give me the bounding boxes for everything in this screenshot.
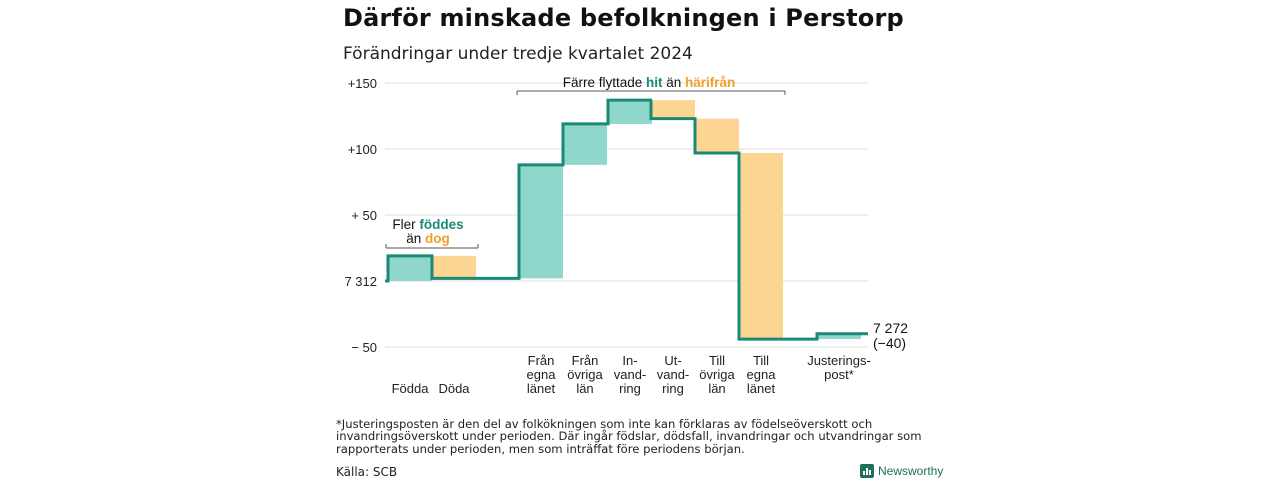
category-label: övriga xyxy=(699,367,735,382)
category-label: Födda xyxy=(392,381,430,396)
bar-9 xyxy=(817,333,861,340)
category-label: övriga xyxy=(567,367,603,382)
category-label: Från xyxy=(572,353,599,368)
chart-title: Därför minskade befolkningen i Perstorp xyxy=(343,4,904,32)
cumulative-step-line xyxy=(385,98,868,341)
y-tick-label: − 50 xyxy=(351,340,377,355)
bar-1 xyxy=(388,255,432,281)
end-value-label: (−40) xyxy=(873,335,906,351)
y-tick-label: + 50 xyxy=(351,208,377,223)
category-label: Till xyxy=(709,353,725,368)
category-label: ring xyxy=(662,381,684,396)
y-tick-label: +100 xyxy=(348,142,377,157)
category-label: län xyxy=(708,381,725,396)
category-label: Döda xyxy=(438,381,470,396)
category-label: Justerings- xyxy=(807,353,871,368)
category-label: länet xyxy=(747,381,776,396)
category-label: In- xyxy=(622,353,637,368)
y-tick-label: 7 312 xyxy=(344,274,377,289)
bar-4 xyxy=(563,123,607,165)
bar-7 xyxy=(695,118,739,153)
category-label: egna xyxy=(747,367,777,382)
category-label: vand- xyxy=(614,367,647,382)
category-label: ring xyxy=(619,381,641,396)
annotation-births-deaths: Fler föddes xyxy=(392,217,463,232)
brand-logo: Newsworthy xyxy=(860,464,943,478)
category-label: län xyxy=(576,381,593,396)
category-label: länet xyxy=(527,381,556,396)
end-value-label: 7 272 xyxy=(873,320,908,336)
bar-6 xyxy=(651,100,695,119)
bar-5 xyxy=(608,100,652,124)
annotation-births-deaths-line2: än dog xyxy=(406,231,450,246)
category-label: vand- xyxy=(657,367,690,382)
category-label: Ut- xyxy=(664,353,681,368)
newsworthy-icon xyxy=(860,464,874,478)
category-label: post* xyxy=(824,367,854,382)
annotation-migration: Färre flyttade hit än härifrån xyxy=(563,75,736,90)
y-tick-label: +150 xyxy=(348,76,377,91)
footnote: *Justeringsposten är den del av folkökni… xyxy=(336,417,922,456)
category-label: Till xyxy=(753,353,769,368)
chart-subtitle: Förändringar under tredje kvartalet 2024 xyxy=(343,44,693,64)
source-label: Källa: SCB xyxy=(336,465,398,479)
category-label: Från xyxy=(528,353,555,368)
bar-8 xyxy=(739,152,783,340)
bar-2 xyxy=(432,255,476,279)
bar-3 xyxy=(519,164,563,279)
brand-name: Newsworthy xyxy=(878,464,944,478)
category-label: egna xyxy=(527,367,557,382)
